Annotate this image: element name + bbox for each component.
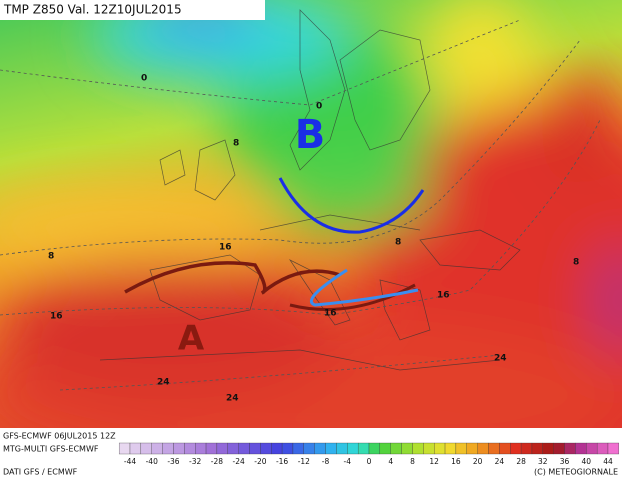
legend-tick-label: 32 <box>538 457 548 466</box>
color-legend: -44 -40 -36 -32 -28 -24 -20 -16 -12 -8 -4 0 4 8 12 16 20… <box>118 442 620 466</box>
copyright: (C) METEOGIORNALE <box>534 468 618 477</box>
legend-swatch <box>499 442 511 455</box>
legend-tick-label: -24 <box>233 457 245 466</box>
legend-tick-label: 8 <box>410 457 415 466</box>
legend-tick-label: 20 <box>473 457 483 466</box>
legend-swatch <box>553 442 565 455</box>
legend-tick-label: -12 <box>298 457 310 466</box>
legend-tick-label: -4 <box>344 457 352 466</box>
high-pressure-label: A <box>178 319 205 359</box>
low-pressure-label: B <box>295 112 326 158</box>
legend-swatch <box>401 442 413 455</box>
legend-swatch <box>325 442 337 455</box>
legend-swatch <box>412 442 424 455</box>
legend-swatch <box>260 442 272 455</box>
trough-line <box>124 261 341 295</box>
title-box <box>0 0 265 20</box>
legend-swatch <box>586 442 598 455</box>
coastlines <box>99 9 521 371</box>
trough-line <box>309 268 419 307</box>
legend-tick-label: -8 <box>322 457 330 466</box>
legend-swatch <box>357 442 370 455</box>
isotherm-label: 8 <box>233 139 239 149</box>
isotherm-label: 0 <box>316 102 322 112</box>
legend-swatch <box>466 442 478 455</box>
legend-tick-label: 36 <box>560 457 570 466</box>
legend-tick-label: -16 <box>276 457 288 466</box>
isotherm-label: 8 <box>395 238 401 248</box>
legend-swatch <box>303 442 315 455</box>
trough-line <box>278 177 425 234</box>
legend-tick-label: 16 <box>451 457 461 466</box>
legend-tick-label: 40 <box>581 457 591 466</box>
legend-swatch <box>379 442 391 455</box>
legend-swatch <box>531 442 543 455</box>
legend-swatch <box>520 442 533 455</box>
legend-swatch <box>455 442 467 455</box>
legend-swatch <box>118 442 131 455</box>
legend-swatch <box>423 442 435 455</box>
legend-tick-label: 12 <box>429 457 439 466</box>
legend-swatch <box>596 442 609 455</box>
isotherm-label: 24 <box>157 378 170 388</box>
source-info: DATI GFS / ECMWF <box>3 468 78 477</box>
legend-tick-label: -32 <box>189 457 201 466</box>
legend-swatch <box>434 442 446 455</box>
legend-tick-label: -44 <box>124 457 136 466</box>
isotherm-label: 24 <box>494 354 507 364</box>
legend-swatch <box>314 442 326 455</box>
map-title: TMP Z850 Val. 12Z10JUL2015 <box>3 3 182 17</box>
isotherm-label: 8 <box>573 258 579 268</box>
isotherm-label: 16 <box>50 312 63 322</box>
legend-tick-label: 0 <box>367 457 372 466</box>
legend-swatch <box>238 442 250 455</box>
legend-swatch <box>205 442 218 455</box>
legend-swatch <box>477 442 489 455</box>
model-info: MTG-MULTI GFS-ECMWF <box>3 445 99 454</box>
isotherm-label: 0 <box>141 74 147 84</box>
legend-swatch <box>140 442 152 455</box>
legend-swatch <box>271 442 283 455</box>
legend-swatch <box>162 442 174 455</box>
legend-swatch <box>249 442 261 455</box>
legend-swatch <box>173 442 185 455</box>
isotherm-label: 24 <box>226 394 239 404</box>
run-info: GFS-ECMWF 06JUL2015 12Z <box>3 432 116 441</box>
legend-swatch <box>292 442 304 455</box>
legend-swatch <box>488 442 500 455</box>
legend-tick-label: 24 <box>495 457 505 466</box>
isotherm-label: 16 <box>219 243 232 253</box>
legend-swatch <box>444 442 457 455</box>
isotherms <box>0 19 601 391</box>
legend-swatch <box>281 442 294 455</box>
legend-swatch <box>607 442 620 455</box>
legend-swatch <box>227 442 239 455</box>
legend-swatch <box>151 442 163 455</box>
legend-swatch <box>336 442 348 455</box>
legend-swatch <box>542 442 554 455</box>
legend-swatch <box>216 442 228 455</box>
legend-swatch <box>368 442 381 455</box>
isotherm-label: 8 <box>48 252 54 262</box>
legend-swatch <box>575 442 587 455</box>
legend-swatch <box>390 442 402 455</box>
legend-tick-label: 4 <box>388 457 393 466</box>
legend-swatch <box>510 442 522 455</box>
isotherm-label: 16 <box>324 309 337 319</box>
legend-swatch <box>195 442 207 455</box>
legend-swatch <box>184 442 196 455</box>
legend-tick-label: 44 <box>603 457 613 466</box>
legend-tick-label: -36 <box>167 457 179 466</box>
legend-swatch <box>564 442 576 455</box>
legend-swatch <box>347 442 359 455</box>
legend-tick-label: -20 <box>254 457 266 466</box>
legend-tick-label: -28 <box>211 457 223 466</box>
legend-swatch <box>129 442 142 455</box>
isotherm-label: 16 <box>437 291 450 301</box>
legend-tick-label: 28 <box>516 457 526 466</box>
legend-tick-label: -40 <box>146 457 158 466</box>
